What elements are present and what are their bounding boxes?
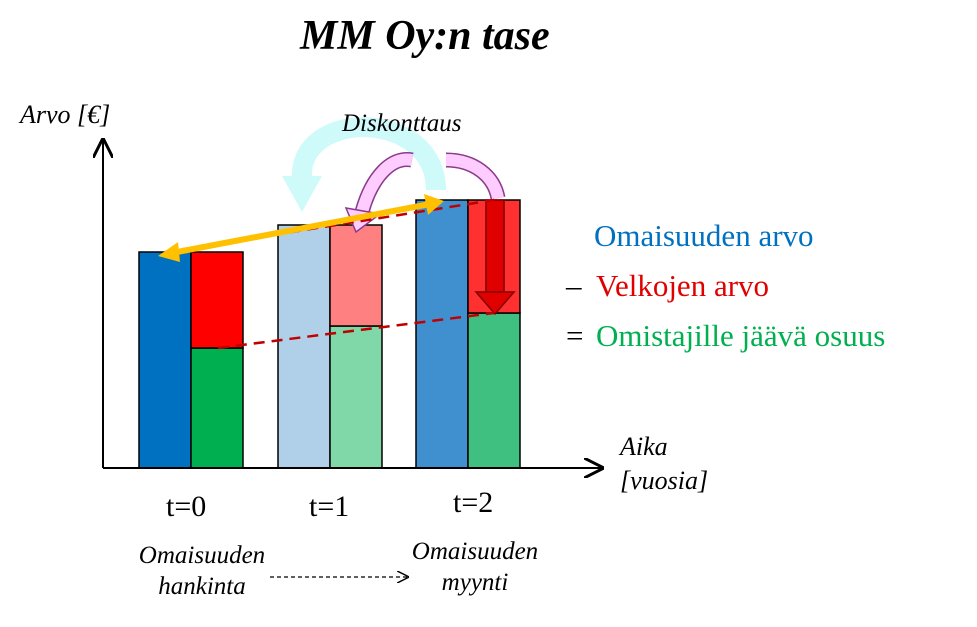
bar-equity-t2 <box>467 312 521 469</box>
legend-operator-equity: = <box>566 318 584 353</box>
tick-label-t0: t=0 <box>166 490 207 523</box>
discount-label: Diskonttaus <box>342 110 462 137</box>
bar-equity-t1 <box>329 325 383 469</box>
acquisition-note-line1: Omaisuuden <box>138 542 266 569</box>
tick-label-t1: t=1 <box>309 490 350 523</box>
x-axis-label-line2: [vuosia] <box>620 466 709 495</box>
bar-liabilities-t1 <box>329 224 383 327</box>
pink-arrows <box>344 152 506 234</box>
y-axis-label: Arvo [€] <box>20 100 111 129</box>
sale-note-line1: Omaisuuden <box>411 538 539 565</box>
x-axis-label: Aika [vuosia] <box>620 430 708 498</box>
bar-assets-t0 <box>138 251 192 469</box>
legend-item-equity: = Omistajille jäävä osuus <box>566 318 885 354</box>
legend-item-liabilities: – Velkojen arvo <box>566 268 769 304</box>
legend-label-equity: Omistajille jäävä osuus <box>596 318 886 353</box>
legend-label-liabilities: Velkojen arvo <box>596 268 770 303</box>
legend-label-assets: Omaisuuden arvo <box>594 218 814 253</box>
tick-label-t2: t=2 <box>453 486 494 519</box>
sale-note: Omaisuuden myynti <box>395 536 555 598</box>
legend-item-assets: Omaisuuden arvo <box>566 218 814 254</box>
acquisition-note: Omaisuuden hankinta <box>122 540 282 602</box>
discount-arrow <box>282 117 446 212</box>
x-axis-label-line1: Aika <box>620 432 668 461</box>
bar-liabilities-t0 <box>190 251 244 349</box>
sale-note-line2: myynti <box>441 569 509 596</box>
bar-equity-t0 <box>190 347 244 469</box>
gold-double-arrow <box>158 194 444 262</box>
bar-assets-t2 <box>415 199 469 469</box>
red-down-arrow <box>474 199 516 316</box>
chart-title: MM Oy:n tase <box>300 13 550 59</box>
equity-trend-line <box>217 311 495 350</box>
bar-assets-t1 <box>277 224 331 469</box>
acquisition-note-line2: hankinta <box>158 573 246 600</box>
legend-operator-liabilities: – <box>566 268 582 303</box>
